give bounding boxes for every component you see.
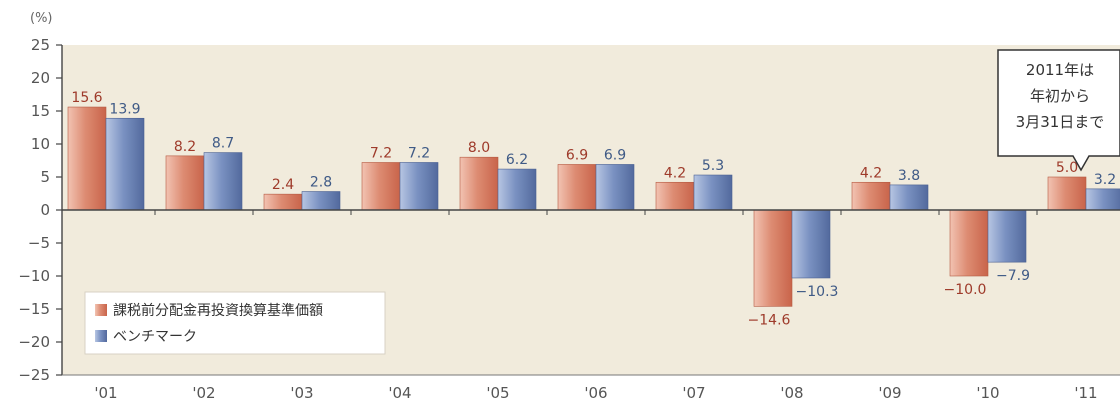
bar-nav (949, 209, 989, 277)
data-label: 2.8 (310, 175, 332, 191)
data-label: 5.3 (702, 158, 724, 174)
callout-text: 3月31日まで (1016, 113, 1105, 131)
x-tick-label: '04 (388, 384, 411, 401)
y-tick-label: −20 (18, 333, 50, 351)
bar-nav (361, 162, 401, 211)
y-axis: (%) 25 20 15 10 5 0 −5 −10 −15 −20 −25 (18, 11, 62, 384)
x-tick-label: '01 (94, 384, 117, 401)
x-tick-label: '03 (290, 384, 313, 401)
bar-benchmark (1085, 188, 1120, 211)
bars (67, 106, 1120, 307)
y-tick-label: 25 (31, 36, 50, 54)
y-tick-label: 15 (31, 102, 50, 120)
data-label: 2.4 (272, 177, 294, 193)
bar-benchmark (105, 117, 145, 211)
y-tick-label: 0 (40, 201, 50, 219)
data-label: 6.9 (604, 147, 626, 163)
y-unit-label: (%) (30, 11, 53, 26)
legend-label: 課税前分配金再投資換算基準価額 (113, 302, 323, 319)
data-label: 3.2 (1094, 172, 1116, 188)
legend-box (84, 291, 386, 355)
bar-nav (67, 106, 107, 211)
bar-nav (557, 164, 597, 211)
data-label: 6.2 (506, 152, 528, 168)
data-label: 6.9 (566, 147, 588, 163)
bar-nav (655, 181, 695, 211)
legend-label: ベンチマーク (113, 329, 197, 345)
data-label: 13.9 (109, 101, 140, 117)
x-tick-label: '08 (780, 384, 803, 401)
legend-swatch (95, 304, 107, 316)
data-label: −10.0 (944, 282, 987, 298)
x-tick-label: '02 (192, 384, 215, 401)
data-label: 15.6 (71, 90, 102, 106)
data-label: −14.6 (748, 312, 791, 328)
bar-benchmark (399, 162, 439, 211)
legend-swatch (95, 330, 107, 342)
x-tick-label: '05 (486, 384, 509, 401)
bar-benchmark (987, 209, 1027, 263)
bar-nav (1047, 176, 1087, 211)
y-tick-label: −15 (18, 300, 50, 318)
y-tick-label: −5 (28, 234, 50, 252)
data-label: 8.7 (212, 136, 234, 152)
bar-benchmark (497, 168, 537, 211)
y-tick-label: −25 (18, 366, 50, 384)
x-tick-label: '09 (878, 384, 901, 401)
x-tick-label: '10 (976, 384, 999, 401)
bar-benchmark (889, 184, 929, 211)
bar-benchmark (203, 152, 243, 211)
bar-nav (263, 193, 303, 211)
y-tick-label: 5 (40, 168, 50, 186)
data-label: 4.2 (664, 165, 686, 181)
bar-nav (851, 181, 891, 211)
data-label: −7.9 (996, 268, 1030, 284)
data-label: 7.2 (408, 145, 430, 161)
bar-nav (165, 155, 205, 211)
bar-benchmark (301, 191, 341, 211)
bar-benchmark (693, 174, 733, 211)
y-tick-label: −10 (18, 267, 50, 285)
bar-benchmark (791, 209, 831, 279)
x-tick-label: '11 (1074, 384, 1097, 401)
data-labels: 15.6 13.9 '01 8.2 8.7 '02 2.4 2.8 '03 7.2 7.2 '04 8.… (71, 90, 1116, 401)
axes (61, 45, 1120, 376)
data-label: 8.0 (468, 140, 490, 156)
bar-benchmark (595, 164, 635, 211)
callout-text: 年初から (1030, 87, 1090, 105)
data-label: 5.0 (1056, 160, 1078, 176)
data-label: 4.2 (860, 165, 882, 181)
callout-text: 2011年は (1026, 61, 1094, 79)
data-label: 8.2 (174, 139, 196, 155)
x-tick-label: '07 (682, 384, 705, 401)
callout-box (997, 49, 1120, 172)
y-tick-label: 10 (31, 135, 50, 153)
bar-nav (459, 156, 499, 211)
data-label: −10.3 (796, 284, 839, 300)
x-tick-label: '06 (584, 384, 607, 401)
data-label: 7.2 (370, 145, 392, 161)
y-tick-label: 20 (31, 69, 50, 87)
bar-nav (753, 209, 793, 307)
data-label: 3.8 (898, 168, 920, 184)
